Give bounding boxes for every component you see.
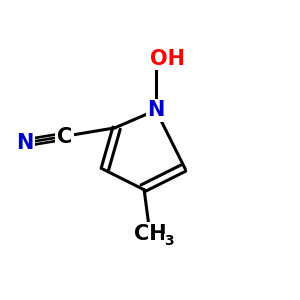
Text: CH: CH [134,224,166,244]
Text: OH: OH [150,49,185,69]
Text: 3: 3 [164,234,174,248]
Text: N: N [16,133,34,153]
Text: N: N [147,100,165,120]
Text: C: C [57,127,72,147]
